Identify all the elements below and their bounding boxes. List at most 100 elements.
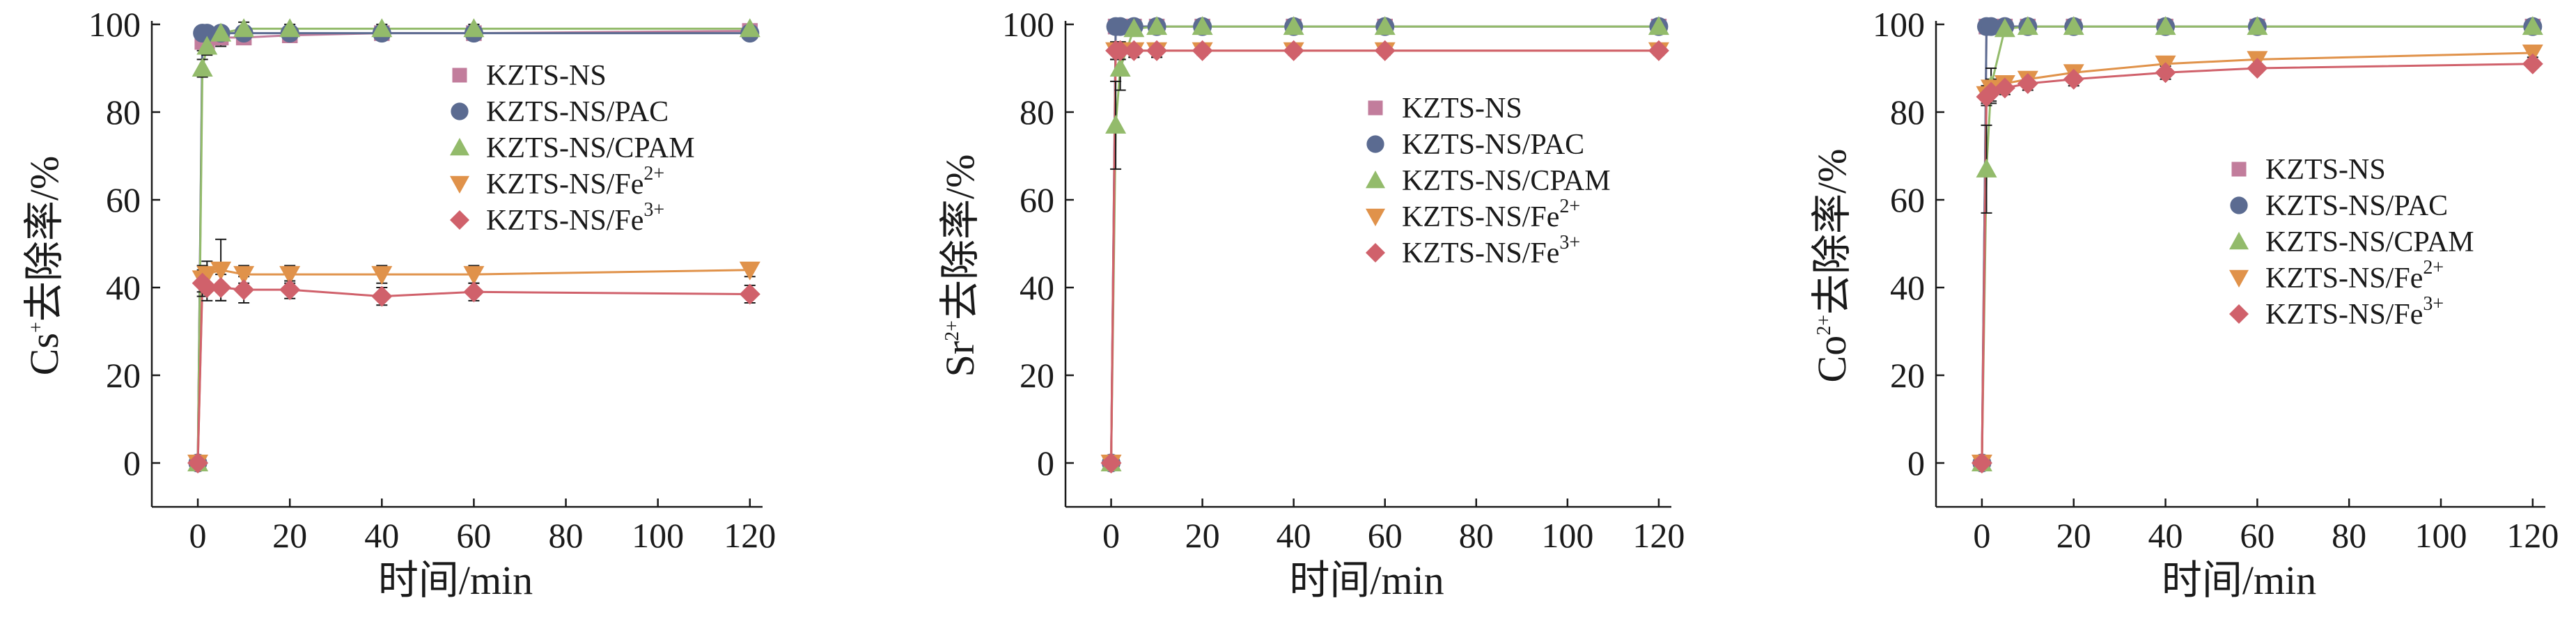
- chart-panel-cs: 0 20 40 60 80 100 0 20 40 60 80 100 120 时间/min Cs+去除率/…: [22, 5, 776, 603]
- legend-label: KZTS-NS: [486, 60, 607, 92]
- data-point: [371, 266, 393, 285]
- y-axis-label: Sr2+去除率/%: [937, 155, 983, 377]
- x-tick-label: 80: [549, 516, 584, 555]
- data-point: [233, 18, 255, 38]
- chart-panel-sr: 0 20 40 60 80 100 0 20 40 60 80 100 120 时间/min Sr2+去除率…: [937, 5, 1685, 603]
- x-tick-label: 0: [189, 516, 207, 555]
- x-tick-label: 60: [1368, 516, 1403, 555]
- legend-marker: [2229, 232, 2249, 250]
- data-point: [210, 277, 232, 298]
- x-tick-label: 40: [1277, 516, 1311, 555]
- data-point: [2063, 16, 2084, 36]
- data-point: [1994, 18, 2015, 38]
- data-point: [2063, 68, 2084, 90]
- x-axis-label: 时间/min: [378, 558, 533, 603]
- x-tick-label: 60: [456, 516, 491, 555]
- chart-panel-co: 0 20 40 60 80 100 0 20 40 60 80 100 120 时间/min Co2+去除率…: [1809, 5, 2559, 603]
- data-point: [463, 281, 485, 303]
- y-tick-label: 60: [1020, 180, 1054, 219]
- data-point: [739, 18, 760, 38]
- data-point: [371, 285, 393, 307]
- legend-label: KZTS-NS/PAC: [2265, 190, 2448, 222]
- y-tick-label: 100: [88, 5, 141, 44]
- data-point: [1374, 40, 1396, 61]
- data-point: [1192, 40, 1213, 61]
- legend-label: KZTS-NS/PAC: [486, 96, 669, 128]
- legend-label: KZTS-NS: [1402, 93, 1522, 125]
- data-point: [739, 283, 760, 305]
- y-tick-label: 20: [1020, 356, 1054, 395]
- x-tick-label: 20: [1185, 516, 1220, 555]
- y-tick-label: 60: [1890, 180, 1925, 219]
- x-tick-label: 120: [724, 516, 776, 555]
- data-point: [187, 453, 209, 473]
- data-point: [1100, 453, 1122, 473]
- data-point: [1981, 17, 2001, 36]
- legend-label: KZTS-NS/CPAM: [2265, 226, 2474, 258]
- x-tick-label: 20: [272, 516, 307, 555]
- legend-marker: [1366, 243, 1385, 262]
- x-tick-label: 80: [1459, 516, 1494, 555]
- data-point: [739, 261, 760, 281]
- y-axis-label: Cs+去除率/%: [22, 156, 67, 376]
- data-point: [1111, 17, 1130, 36]
- y-tick-label: 0: [123, 443, 141, 482]
- y-tick-label: 100: [1873, 5, 1925, 44]
- y-tick-label: 80: [106, 93, 141, 132]
- x-axis-label: 时间/min: [2162, 558, 2316, 603]
- x-tick-label: 20: [2056, 516, 2091, 555]
- y-tick-label: 0: [1907, 443, 1925, 482]
- data-point: [279, 266, 301, 285]
- x-tick-label: 120: [2506, 516, 2559, 555]
- legend-marker: [2229, 304, 2249, 324]
- y-tick-label: 100: [1002, 5, 1054, 44]
- data-point: [2155, 62, 2176, 84]
- y-tick-label: 20: [106, 356, 141, 395]
- legend-label: KZTS-NS/Fe2+: [1402, 196, 1580, 233]
- data-point: [1109, 58, 1131, 77]
- data-point: [2017, 16, 2038, 36]
- data-point: [2522, 16, 2543, 36]
- data-point: [2017, 73, 2038, 95]
- data-point: [279, 279, 301, 301]
- data-point: [233, 279, 255, 301]
- data-point: [2522, 53, 2543, 74]
- legend-marker: [450, 175, 469, 194]
- data-point: [1146, 40, 1168, 61]
- legend-label: KZTS-NS/Fe2+: [486, 163, 664, 201]
- legend-label: KZTS-NS/Fe3+: [2265, 293, 2444, 331]
- data-point: [2247, 58, 2268, 79]
- legend-label: KZTS-NS/Fe2+: [2265, 257, 2444, 295]
- x-tick-label: 80: [2332, 516, 2366, 555]
- y-tick-label: 80: [1020, 93, 1054, 132]
- legend-marker: [1366, 171, 1385, 189]
- y-tick-label: 40: [1020, 268, 1054, 307]
- x-tick-label: 60: [2240, 516, 2274, 555]
- data-point: [279, 18, 301, 38]
- data-point: [1971, 453, 1992, 473]
- x-tick-label: 120: [1632, 516, 1685, 555]
- series-line: [1110, 49, 1659, 464]
- data-point: [1105, 114, 1127, 134]
- y-tick-label: 60: [106, 180, 141, 219]
- legend-label: KZTS-NS: [2265, 154, 2386, 186]
- data-point: [1123, 40, 1145, 61]
- data-point: [371, 18, 393, 38]
- data-point: [196, 277, 218, 298]
- series-line: [196, 281, 750, 464]
- x-tick-label: 0: [1973, 516, 1990, 555]
- series-line: [1981, 63, 2533, 464]
- data-point: [1283, 16, 1304, 36]
- x-tick-label: 100: [632, 516, 684, 555]
- x-tick-label: 100: [1541, 516, 1593, 555]
- legend-marker: [2231, 162, 2247, 177]
- series-line: [1110, 49, 1659, 464]
- data-point: [2155, 16, 2176, 36]
- data-point: [196, 36, 218, 55]
- y-tick-label: 40: [106, 268, 141, 307]
- legend-marker: [1366, 135, 1384, 153]
- data-point: [1976, 158, 1997, 178]
- legend-marker: [2229, 269, 2249, 288]
- data-point: [1994, 77, 2015, 99]
- data-point: [233, 266, 255, 285]
